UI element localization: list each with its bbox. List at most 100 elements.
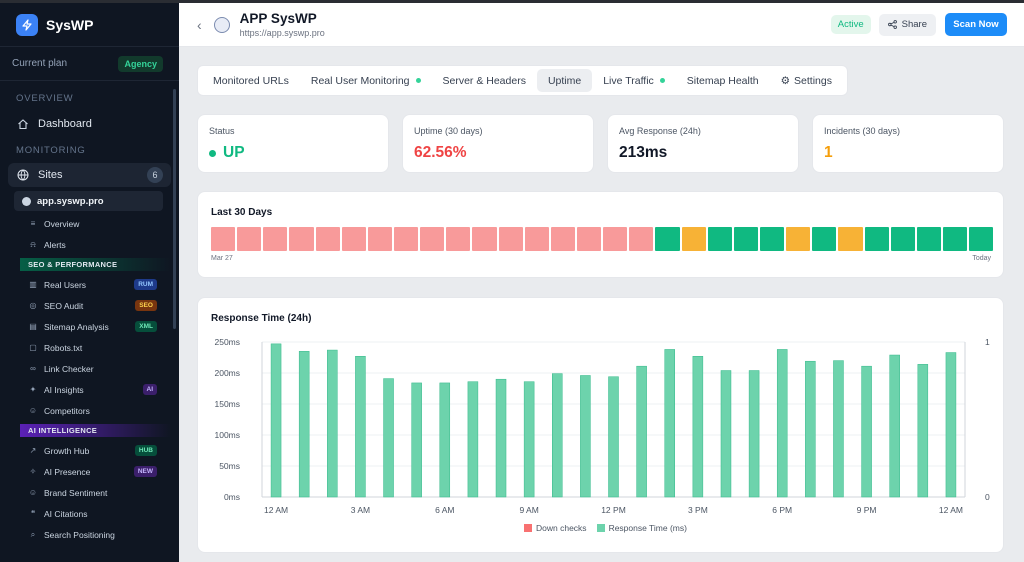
sidebar-subitem-search-positioning[interactable]: ⌕ Search Positioning <box>0 524 179 545</box>
y-tick-label: 0ms <box>224 492 240 502</box>
day-cell-up[interactable] <box>812 227 837 251</box>
bell-icon: ⍾ <box>30 239 36 249</box>
stat-value: 213ms <box>619 144 787 162</box>
tab-real-user-monitoring[interactable]: Real User Monitoring <box>300 69 432 92</box>
response-bar <box>552 373 563 498</box>
day-cell-up[interactable] <box>864 227 889 251</box>
day-cell-up[interactable] <box>942 227 968 251</box>
uptime-day-strip <box>211 227 994 251</box>
page-title: APP SysWP <box>239 11 317 26</box>
day-cell-partial[interactable] <box>681 227 706 251</box>
response-bar <box>833 360 844 498</box>
y-tick-label: 150ms <box>214 399 240 409</box>
current-plan: Current plan Agency <box>0 47 179 81</box>
legend-swatch-down <box>524 524 532 532</box>
group-seo-performance: SEO & PERFORMANCE <box>20 258 171 271</box>
response-time-chart: 0ms 50ms 100ms 150ms 200ms 250ms 0 1 12 AM 3 AM 6 … <box>214 337 990 515</box>
day-cell-down[interactable] <box>393 227 419 251</box>
day-cell-down[interactable] <box>472 227 497 251</box>
response-bar <box>692 356 704 498</box>
tab-uptime[interactable]: Uptime <box>536 69 593 92</box>
day-cell-down[interactable] <box>367 227 392 251</box>
day-cell-up[interactable] <box>916 227 941 251</box>
sidebar-scrollbar[interactable] <box>173 89 176 329</box>
sidebar-item-sites[interactable]: Sites 6 <box>8 163 171 187</box>
day-cell-up[interactable] <box>759 227 785 251</box>
stat-label: Incidents (30 days) <box>824 126 901 136</box>
day-cell-down[interactable] <box>341 227 366 251</box>
sidebar-subitem-growth-hub[interactable]: ↗ Growth Hub HUB <box>0 440 179 461</box>
x-tick-label: 9 PM <box>857 505 877 515</box>
day-cell-down[interactable] <box>211 227 236 251</box>
day-cell-down[interactable] <box>263 227 288 251</box>
sidebar-subitem-ai-citations[interactable]: ❝ AI Citations <box>0 503 179 524</box>
day-cell-up[interactable] <box>655 227 680 251</box>
share-button[interactable]: Share <box>878 13 936 36</box>
main-content: ‹ APP SysWP https://app.syswp.pro Active… <box>179 3 1024 562</box>
scan-now-button[interactable]: Scan Now <box>945 13 1007 36</box>
stat-label: Uptime (30 days) <box>414 126 483 136</box>
smile-icon: ☺ <box>28 488 38 497</box>
sidebar-subitem-label: Overview <box>44 218 80 229</box>
tab-label: Monitored URLs <box>213 74 289 87</box>
day-cell-down[interactable] <box>420 227 445 251</box>
response-bar <box>467 381 479 498</box>
sidebar-subitem-label: SEO Audit <box>44 300 84 311</box>
sidebar-subitem-alerts[interactable]: ⍾ Alerts <box>0 234 179 255</box>
day-cell-down[interactable] <box>315 227 340 251</box>
stat-card-avg-response-24h: Avg Response (24h) 213ms <box>607 114 799 173</box>
day-cell-down[interactable] <box>498 227 523 251</box>
legend-label-down[interactable]: Down checks <box>536 523 587 533</box>
tab-settings[interactable]: ⚙ Settings <box>770 69 843 92</box>
group-ai-intelligence: AI INTELLIGENCE <box>20 424 171 437</box>
day-cell-up[interactable] <box>969 227 994 251</box>
day-cell-down[interactable] <box>446 227 471 251</box>
legend-swatch-response <box>596 524 605 532</box>
sidebar-subitem-real-users[interactable]: ▥ Real Users RUM <box>0 274 179 295</box>
sidebar-subitem-label: Robots.txt <box>44 342 83 353</box>
response-bar <box>327 349 338 498</box>
tab-server-headers[interactable]: Server & Headers <box>432 69 537 92</box>
day-cell-down[interactable] <box>603 227 628 251</box>
tab-monitored-urls[interactable]: Monitored URLs <box>202 69 300 92</box>
back-arrow-icon[interactable]: ‹ <box>197 16 202 33</box>
site-tabs: Monitored URLs Real User Monitoring Server… <box>197 65 848 96</box>
brand[interactable]: SysWP <box>0 3 179 47</box>
day-cell-down[interactable] <box>576 227 602 251</box>
day-cell-up[interactable] <box>707 227 732 251</box>
day-cell-down[interactable] <box>524 227 549 251</box>
legend-label-response[interactable]: Response Time (ms) <box>608 523 687 533</box>
sidebar-subitem-brand-sentiment[interactable]: ☺ Brand Sentiment <box>0 482 179 503</box>
sidebar-subitem-competitors[interactable]: ☺ Competitors <box>0 400 179 421</box>
sidebar-subitem-link-checker[interactable]: ∞ Link Checker <box>0 358 179 379</box>
chart-legend: Down checks Response Time (ms) <box>198 523 1003 533</box>
tab-label: Real User Monitoring <box>310 74 410 87</box>
strip-start-label: Mar 27 <box>211 255 233 262</box>
sidebar-subitem-ai-presence[interactable]: ✧ AI Presence NEW <box>0 461 179 482</box>
tab-sitemap-health[interactable]: Sitemap Health <box>676 69 770 92</box>
stat-value: UP <box>209 144 377 162</box>
stat-label: Avg Response (24h) <box>619 126 701 136</box>
sidebar-subitem-ai-insights[interactable]: ✦ AI Insights AI <box>0 379 179 400</box>
list-icon: ≡ <box>30 219 36 228</box>
day-cell-down[interactable] <box>289 227 314 251</box>
day-cell-down[interactable] <box>550 227 575 251</box>
day-cell-down[interactable] <box>629 227 654 251</box>
day-cell-partial[interactable] <box>786 227 811 251</box>
sidebar-subitem-label: Real Users <box>44 279 87 290</box>
day-cell-partial[interactable] <box>838 227 863 251</box>
site-app-syswp[interactable]: app.syswp.pro <box>14 191 163 211</box>
day-cell-down[interactable] <box>237 227 262 251</box>
day-cell-up[interactable] <box>733 227 758 251</box>
sidebar-subitem-robots-txt[interactable]: ▢ Robots.txt <box>0 337 179 358</box>
sidebar-item-dashboard[interactable]: Dashboard <box>0 109 179 139</box>
sidebar-subitem-sitemap-analysis[interactable]: ▤ Sitemap Analysis XML <box>0 316 179 337</box>
response-bar <box>776 349 788 498</box>
sidebar-subitem-seo-audit[interactable]: ◎ SEO Audit SEO <box>0 295 179 316</box>
tab-live-traffic[interactable]: Live Traffic <box>592 69 676 92</box>
site-name: app.syswp.pro <box>37 195 104 207</box>
day-cell-up[interactable] <box>890 227 915 251</box>
sidebar-subitem-overview[interactable]: ≡ Overview <box>0 213 179 234</box>
x-tick-label: 12 AM <box>264 505 288 515</box>
tab-label: Sitemap Health <box>686 74 759 87</box>
